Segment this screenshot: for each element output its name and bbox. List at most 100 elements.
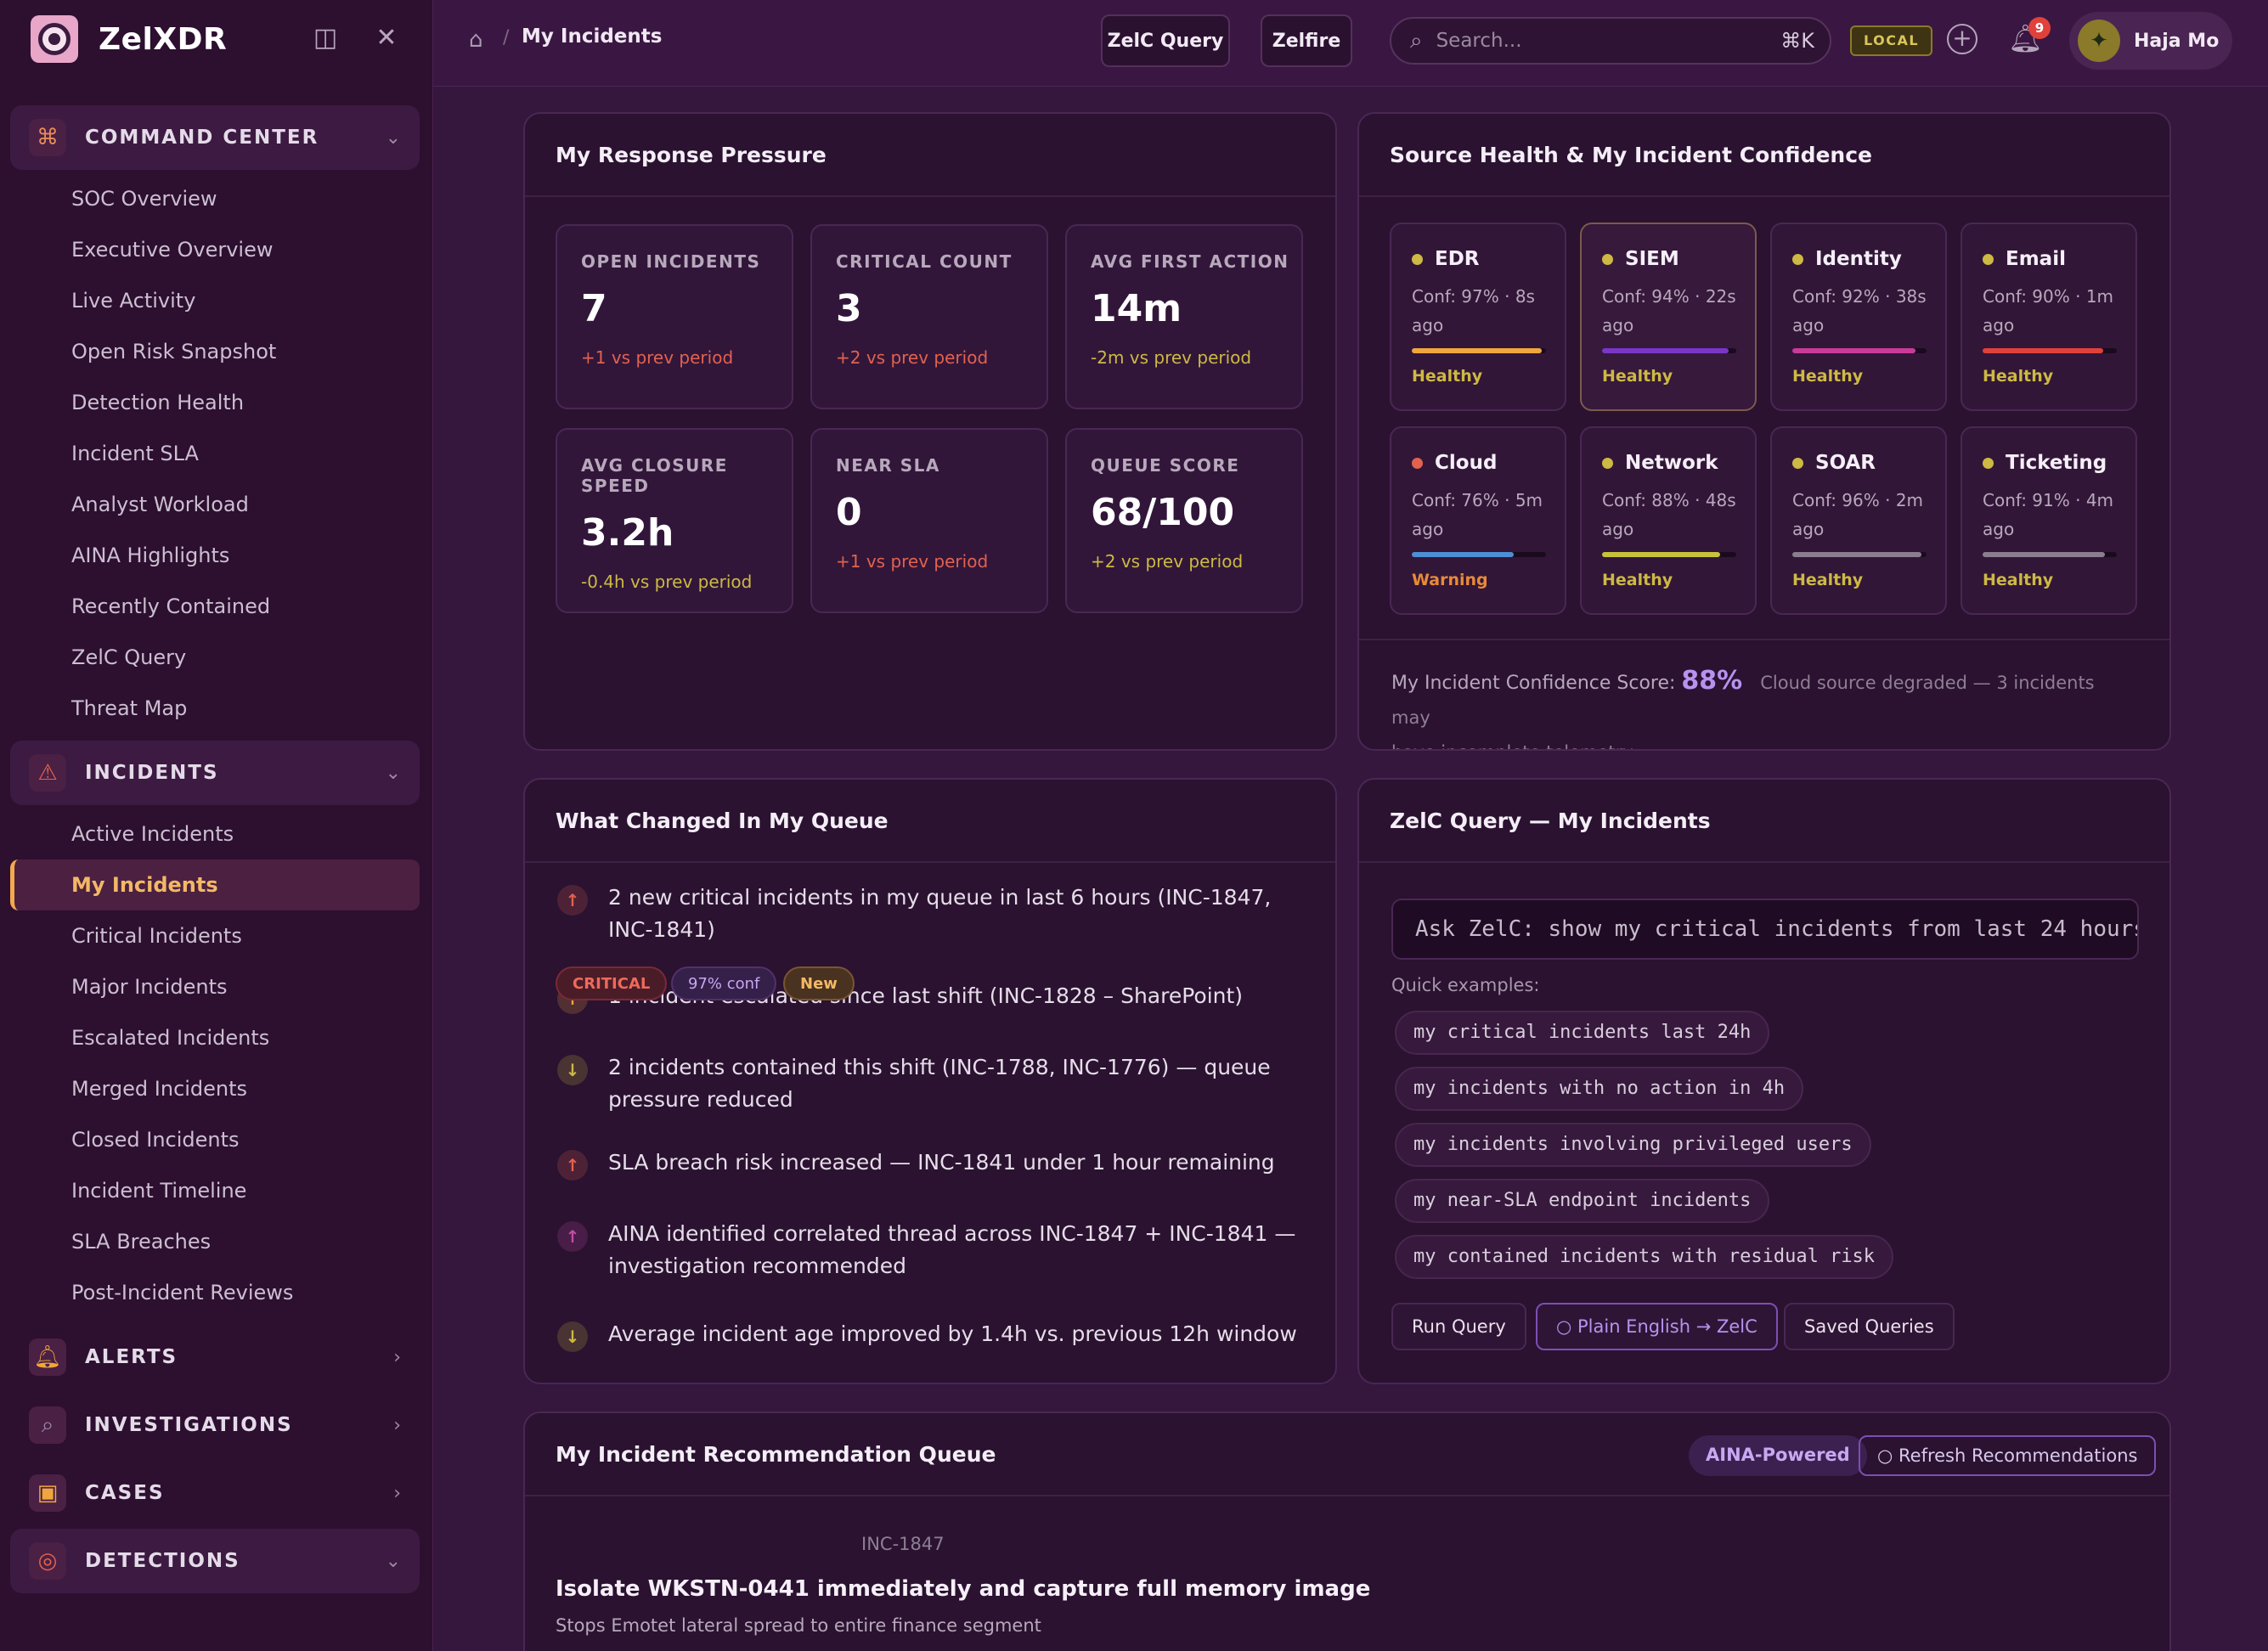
- sidebar-item[interactable]: Executive Overview: [71, 238, 274, 262]
- sidebar-item-active[interactable]: My Incidents: [10, 859, 420, 910]
- nav-group-alerts[interactable]: 🔔︎ ALERTS ›: [10, 1325, 420, 1389]
- query-example-chip[interactable]: my incidents involving privileged users: [1395, 1123, 1871, 1167]
- search-icon: ⌕: [1410, 27, 1423, 54]
- query-example-chip[interactable]: my critical incidents last 24h: [1395, 1011, 1770, 1055]
- arrow-up-icon: ↑: [557, 1150, 588, 1180]
- source-status: Healthy: [1983, 571, 2054, 589]
- source-card-ticketing[interactable]: Ticketing Conf: 91% · 4m ago Healthy: [1961, 426, 2137, 615]
- sidebar-item[interactable]: Recently Contained: [71, 594, 271, 618]
- state-badge: New: [783, 966, 855, 1000]
- sidebar-item[interactable]: Escalated Incidents: [71, 1026, 270, 1050]
- source-confidence-bar: [1602, 348, 1736, 353]
- sidebar-item[interactable]: Open Risk Snapshot: [71, 340, 277, 363]
- sidebar-item[interactable]: Incident SLA: [71, 442, 199, 465]
- sidebar-item[interactable]: Threat Map: [71, 696, 188, 720]
- app-name: ZelXDR: [99, 21, 228, 57]
- metric-label: AVG CLOSURE SPEED: [581, 455, 728, 496]
- top-bar: ⌂ / My Incidents ZelC Query Zelfire ⌕ Se…: [433, 0, 2268, 87]
- sidebar-item[interactable]: ZelC Query: [71, 645, 187, 669]
- source-confidence: Conf: 92% · 38s ago: [1792, 286, 1927, 335]
- plain-english-button[interactable]: ○ Plain English → ZelC: [1536, 1303, 1778, 1350]
- nav-group-label: CASES: [85, 1482, 165, 1504]
- query-example-chip[interactable]: my near-SLA endpoint incidents: [1395, 1179, 1770, 1223]
- nav-group-label: DETECTIONS: [85, 1550, 240, 1572]
- source-card-edr[interactable]: EDR Conf: 97% · 8s ago Healthy: [1390, 223, 1566, 411]
- sidebar-item[interactable]: Post-Incident Reviews: [71, 1281, 294, 1304]
- source-card-network[interactable]: Network Conf: 88% · 48s ago Healthy: [1580, 426, 1757, 615]
- source-confidence: Conf: 97% · 8s ago: [1412, 286, 1535, 335]
- sidebar-item[interactable]: AINA Highlights: [71, 544, 230, 567]
- source-confidence-bar: [1602, 552, 1736, 557]
- sidebar-item[interactable]: Merged Incidents: [71, 1077, 248, 1101]
- recommendation-title[interactable]: Isolate WKSTN-0441 immediately and captu…: [556, 1576, 1371, 1602]
- home-icon[interactable]: ⌂: [469, 27, 483, 53]
- source-confidence-fill: [1792, 348, 1916, 353]
- source-confidence: Conf: 94% · 22s ago: [1602, 286, 1736, 335]
- source-confidence-fill: [1602, 552, 1721, 557]
- sidebar-item[interactable]: SLA Breaches: [71, 1230, 212, 1254]
- sidebar-item[interactable]: Critical Incidents: [71, 924, 242, 948]
- target-icon: ◎: [29, 1542, 66, 1580]
- saved-queries-button[interactable]: Saved Queries: [1784, 1303, 1955, 1350]
- source-card-soar[interactable]: SOAR Conf: 96% · 2m ago Healthy: [1770, 426, 1947, 615]
- sidebar-item[interactable]: SOC Overview: [71, 187, 217, 211]
- change-item: ↑ AINA identified correlated thread acros…: [557, 1218, 1305, 1282]
- metric-card: OPEN INCIDENTS 7 +1 vs prev period: [556, 224, 793, 409]
- sidebar-item[interactable]: Active Incidents: [71, 822, 234, 846]
- sidebar-item[interactable]: Detection Health: [71, 391, 245, 414]
- sidebar-item[interactable]: Live Activity: [71, 289, 196, 313]
- user-menu[interactable]: ✦ Haja Mo: [2069, 12, 2232, 70]
- zelc-query-input[interactable]: Ask ZelC: show my critical incidents fro…: [1391, 899, 2139, 960]
- nav-group-command-center[interactable]: ⌘ COMMAND CENTER ⌄: [10, 105, 420, 170]
- source-confidence: Conf: 96% · 2m ago: [1792, 490, 1924, 539]
- source-card-identity[interactable]: Identity Conf: 92% · 38s ago Healthy: [1770, 223, 1947, 411]
- status-dot-icon: [1602, 457, 1613, 469]
- source-name-text: EDR: [1435, 248, 1480, 270]
- source-card-cloud[interactable]: Cloud Conf: 76% · 5m ago Warning: [1390, 426, 1566, 615]
- arrow-up-icon: ↑: [557, 1221, 588, 1252]
- run-query-button[interactable]: Run Query: [1391, 1303, 1526, 1350]
- recommendation-description: Stops Emotet lateral spread to entire fi…: [556, 1615, 1041, 1636]
- metric-value: 68/100: [1091, 491, 1235, 534]
- collapse-icon[interactable]: ✕: [375, 23, 398, 53]
- sidebar-item[interactable]: Major Incidents: [71, 975, 228, 999]
- queue-changes-card: What Changed In My Queue ↑ 2 new critical…: [523, 778, 1337, 1384]
- change-item: ↓ Average incident age improved by 1.4h v…: [557, 1318, 1305, 1352]
- incident-id[interactable]: INC-1847: [861, 1534, 945, 1554]
- panel-toggle-icon[interactable]: ◫: [313, 23, 338, 53]
- query-example-chip[interactable]: my incidents with no action in 4h: [1395, 1067, 1804, 1111]
- nav-group-incidents[interactable]: ⚠ INCIDENTS ⌄: [10, 741, 420, 805]
- briefcase-icon: ▣: [29, 1474, 66, 1512]
- zelfire-button[interactable]: Zelfire: [1261, 14, 1352, 67]
- nav-group-cases[interactable]: ▣ CASES ›: [10, 1461, 420, 1525]
- chevron-down-icon: ⌄: [385, 762, 401, 784]
- brand[interactable]: ZelXDR: [31, 12, 227, 66]
- search-placeholder: Search...: [1436, 30, 1522, 52]
- source-card-email[interactable]: Email Conf: 90% · 1m ago Healthy: [1961, 223, 2137, 411]
- metric-card: AVG FIRST ACTION 14m -2m vs prev period: [1065, 224, 1303, 409]
- nav-group-label: ALERTS: [85, 1346, 178, 1368]
- search-input[interactable]: ⌕ Search... ⌘K: [1390, 17, 1831, 65]
- sidebar-item[interactable]: Closed Incidents: [71, 1128, 240, 1152]
- metric-value: 0: [836, 491, 862, 534]
- refresh-recommendations-button[interactable]: ○ Refresh Recommendations: [1859, 1435, 2157, 1476]
- sidebar-item[interactable]: Incident Timeline: [71, 1179, 247, 1203]
- bell-icon: 🔔︎: [29, 1338, 66, 1376]
- quick-examples-label: Quick examples:: [1391, 975, 1540, 995]
- source-status: Healthy: [1412, 367, 1483, 386]
- warning-icon: ⚠: [29, 754, 66, 792]
- nav-group-label: INCIDENTS: [85, 762, 219, 784]
- confidence-score-note: Cloud source degraded — 3 incidents may: [1391, 673, 2095, 728]
- nav-group-investigations[interactable]: ⌕ INVESTIGATIONS ›: [10, 1393, 420, 1457]
- change-text: AINA identified correlated thread across…: [608, 1221, 1296, 1278]
- add-icon[interactable]: +: [1947, 24, 1977, 54]
- source-confidence-fill: [1792, 552, 1921, 557]
- nav-group-detections[interactable]: ◎ DETECTIONS ⌄: [10, 1529, 420, 1593]
- query-example-chip[interactable]: my contained incidents with residual ris…: [1395, 1235, 1894, 1279]
- sidebar-item[interactable]: Analyst Workload: [71, 493, 249, 516]
- source-name-text: Identity: [1815, 248, 1902, 270]
- zelc-query-button[interactable]: ZelC Query: [1101, 14, 1230, 67]
- avatar: ✦: [2078, 20, 2120, 62]
- aina-powered-badge: AINA-Powered: [1689, 1435, 1867, 1476]
- source-card-siem[interactable]: SIEM Conf: 94% · 22s ago Healthy: [1580, 223, 1757, 411]
